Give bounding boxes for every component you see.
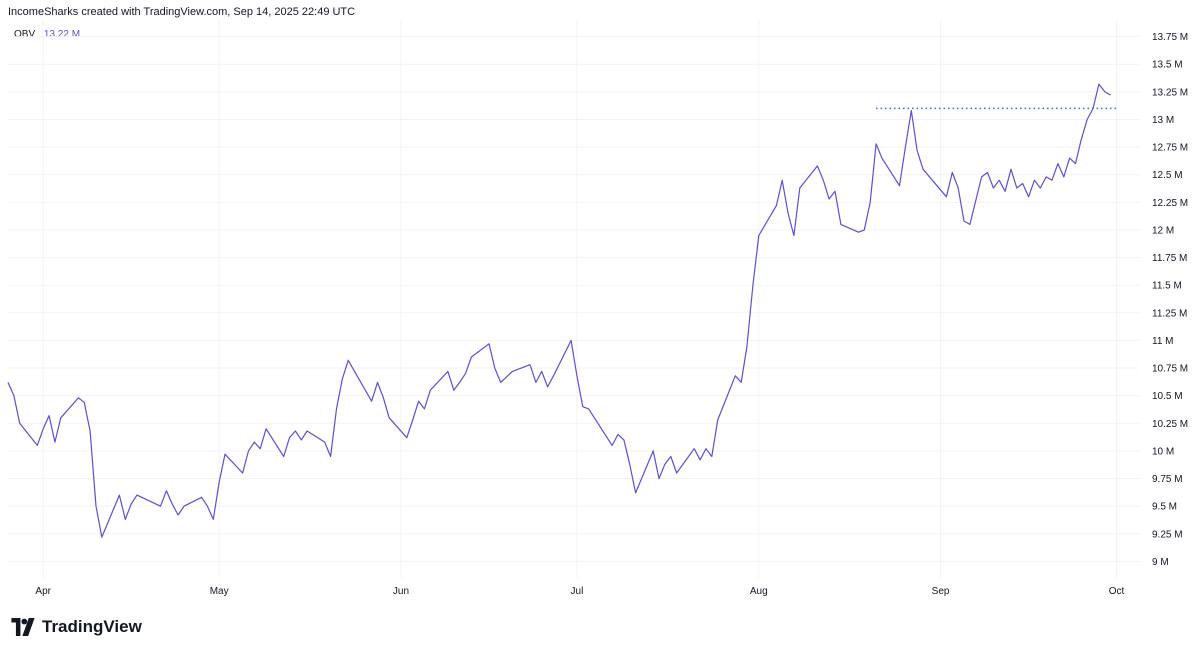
indicator-legend[interactable]: OBV 13.22 M — [14, 29, 80, 40]
y-tick-label: 11.5 M — [1152, 281, 1182, 292]
y-tick-label: 12 M — [1152, 225, 1174, 236]
x-tick-label: Oct — [1109, 586, 1125, 597]
x-tick-label: May — [210, 586, 229, 597]
y-tick-label: 9.5 M — [1152, 502, 1177, 513]
tradingview-logo-icon — [11, 618, 35, 636]
y-tick-label: 12.5 M — [1152, 170, 1183, 181]
indicator-value: 13.22 M — [43, 29, 81, 40]
x-tick-label: Jul — [571, 586, 584, 597]
x-axis: Apr May Jun Jul Aug Sep Oct — [35, 586, 1124, 597]
y-tick-label: 11.25 M — [1152, 308, 1187, 319]
indicator-name: OBV — [14, 29, 36, 40]
x-tick-label: Aug — [750, 586, 768, 597]
y-tick-label: 13 M — [1152, 115, 1174, 126]
x-tick-label: Jun — [393, 586, 409, 597]
chart-attribution: IncomeSharks created with TradingView.co… — [8, 6, 356, 18]
y-tick-label: 13.75 M — [1152, 32, 1188, 43]
y-tick-label: 10.75 M — [1152, 364, 1188, 375]
y-tick-label: 9.75 M — [1152, 474, 1183, 485]
obv-series-line[interactable] — [7, 83, 1111, 538]
y-tick-label: 9.25 M — [1152, 529, 1183, 540]
y-axis: 13.75 M 13.5 M 13.25 M 13 M 12.75 M 12.5 M 12.… — [1152, 32, 1188, 568]
y-tick-label: 10 M — [1152, 446, 1174, 457]
x-tick-label: Sep — [932, 586, 950, 597]
y-tick-label: 13.25 M — [1152, 87, 1188, 98]
y-tick-label: 11 M — [1152, 336, 1174, 347]
y-tick-label: 11.75 M — [1152, 253, 1187, 264]
brand-name: TradingView — [42, 617, 142, 636]
y-tick-label: 9 M — [1152, 557, 1169, 568]
y-tick-label: 12.75 M — [1152, 143, 1188, 154]
x-tick-label: Apr — [35, 586, 51, 597]
tradingview-logo[interactable]: TradingView — [10, 617, 142, 637]
y-tick-label: 10.5 M — [1152, 391, 1183, 402]
y-tick-label: 12.25 M — [1152, 198, 1188, 209]
grid — [8, 20, 1140, 578]
y-tick-label: 13.5 M — [1152, 60, 1183, 71]
series-group — [7, 83, 1111, 538]
y-tick-label: 10.25 M — [1152, 419, 1188, 430]
